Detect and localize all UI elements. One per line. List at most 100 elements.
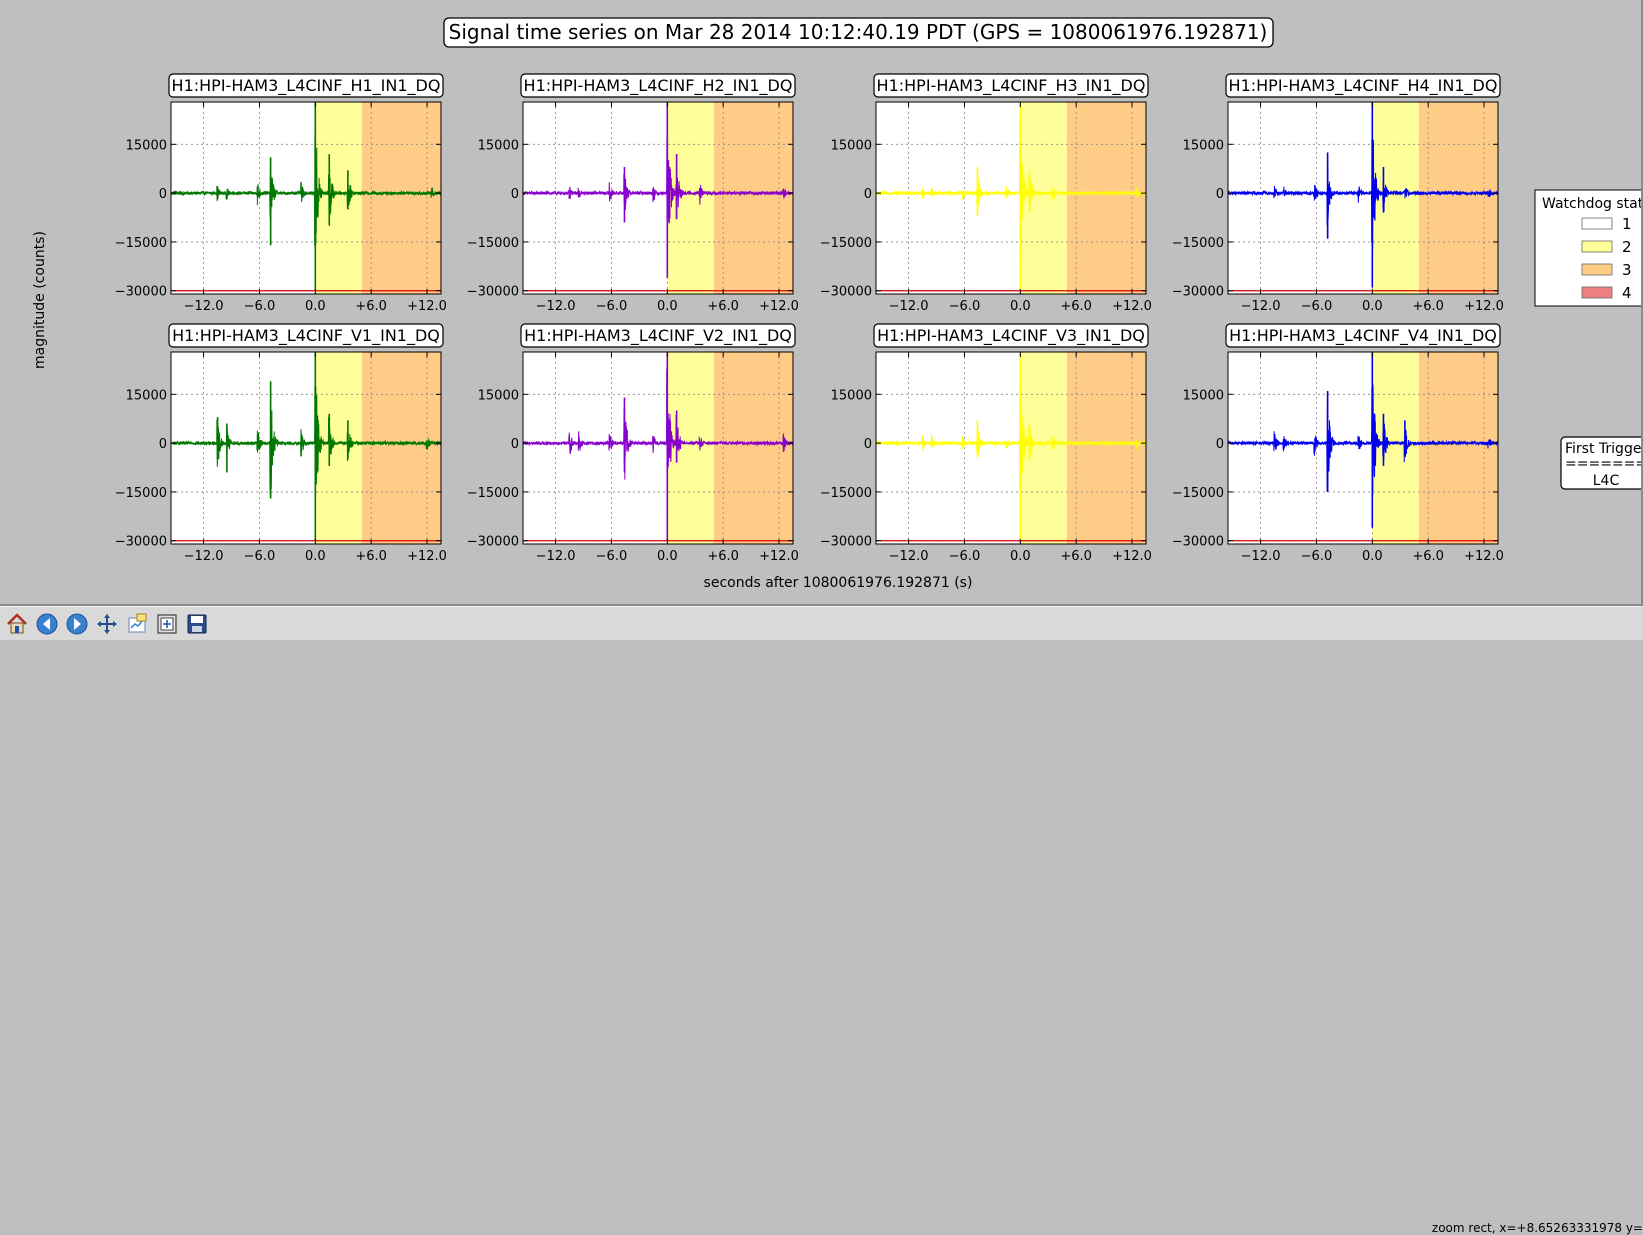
legend-entry-1: 1 bbox=[1581, 215, 1632, 233]
x-tick-label: +6.0 bbox=[1060, 549, 1092, 564]
first-trigger-box: First Trigger ======== L4C bbox=[1560, 436, 1641, 490]
x-tick-label: −12.0 bbox=[184, 299, 224, 314]
x-tick-label: 0.0 bbox=[1010, 299, 1031, 314]
subplot-4: −12.0 −6.0 0.0 +6.0 +12.0 15000 0 −15000 −30000 H… bbox=[1172, 73, 1504, 314]
y-tick-label: 0 bbox=[511, 187, 519, 202]
y-tick-label: −30000 bbox=[115, 535, 167, 550]
legend-label: 1 bbox=[1622, 215, 1632, 233]
x-tick-label: 0.0 bbox=[305, 299, 326, 314]
subplot-title: H1:HPI-HAM3_L4CINF_V3_IN1_DQ bbox=[873, 323, 1149, 348]
zoom-rect-button[interactable] bbox=[124, 611, 150, 637]
y-tick-label: −30000 bbox=[1172, 285, 1224, 300]
home-button[interactable] bbox=[4, 611, 30, 637]
status-message: zoom rect, x=+8.65263331978 y= bbox=[1431, 1221, 1643, 1235]
watchdog-legend: Watchdog state 1 2 3 4 bbox=[1534, 189, 1641, 307]
x-tick-label: 0.0 bbox=[305, 549, 326, 564]
y-tick-label: −15000 bbox=[467, 236, 519, 251]
legend-label: 3 bbox=[1622, 261, 1632, 279]
state-region-2 bbox=[667, 352, 714, 544]
signal-trace bbox=[170, 351, 442, 499]
y-tick-label: −30000 bbox=[1172, 535, 1224, 550]
state-region-2 bbox=[315, 352, 362, 544]
save-button[interactable] bbox=[184, 611, 210, 637]
signal-trace bbox=[1227, 351, 1499, 496]
x-tick-label: +12.0 bbox=[407, 549, 447, 564]
state-region-3 bbox=[1418, 102, 1498, 294]
y-tick-label: −30000 bbox=[115, 285, 167, 300]
figure-title-text: Signal time series on Mar 28 2014 10:12:… bbox=[449, 20, 1268, 44]
state-region-2 bbox=[1372, 352, 1419, 544]
x-tick-label: +12.0 bbox=[759, 549, 799, 564]
state-region-2 bbox=[667, 102, 714, 294]
x-tick-label: −6.0 bbox=[1301, 549, 1333, 564]
y-tick-label: −15000 bbox=[820, 486, 872, 501]
forward-arrow-icon bbox=[66, 613, 88, 634]
subplot-title-text: H1:HPI-HAM3_L4CINF_V3_IN1_DQ bbox=[877, 326, 1145, 346]
y-tick-label: 15000 bbox=[831, 138, 872, 153]
x-tick-label: +6.0 bbox=[1412, 549, 1444, 564]
subplot-title: H1:HPI-HAM3_L4CINF_V1_IN1_DQ bbox=[168, 323, 444, 348]
figure-svg: Signal time series on Mar 28 2014 10:12:… bbox=[32, 17, 1641, 591]
subplot-8: −12.0 −6.0 0.0 +6.0 +12.0 15000 0 −15000 −30000 H… bbox=[1172, 323, 1504, 564]
back-arrow-icon bbox=[36, 613, 58, 634]
x-axis-label: seconds after 1080061976.192871 (s) bbox=[704, 575, 973, 591]
x-tick-label: 0.0 bbox=[657, 549, 678, 564]
y-tick-label: −15000 bbox=[467, 486, 519, 501]
first-trigger-separator: ======== bbox=[1565, 456, 1641, 472]
pan-button[interactable] bbox=[94, 611, 120, 637]
y-tick-label: −15000 bbox=[820, 236, 872, 251]
axes-frame bbox=[522, 101, 794, 295]
state-region-3 bbox=[713, 352, 793, 544]
state-region-3 bbox=[713, 102, 793, 294]
floppy-disk-icon bbox=[187, 614, 207, 633]
axes-frame bbox=[170, 351, 442, 545]
x-tick-label: +12.0 bbox=[1464, 299, 1504, 314]
x-tick-label: −6.0 bbox=[244, 549, 276, 564]
subplot-title-text: H1:HPI-HAM3_L4CINF_H1_IN1_DQ bbox=[172, 76, 441, 96]
x-tick-label: −12.0 bbox=[536, 549, 576, 564]
subplot-7: −12.0 −6.0 0.0 +6.0 +12.0 15000 0 −15000 −30000 H… bbox=[820, 323, 1152, 564]
x-tick-label: −12.0 bbox=[1241, 549, 1281, 564]
subplot-3: −12.0 −6.0 0.0 +6.0 +12.0 15000 0 −15000 −30000 H… bbox=[820, 73, 1152, 314]
x-tick-label: +6.0 bbox=[707, 299, 739, 314]
y-tick-label: −30000 bbox=[820, 535, 872, 550]
subplot-1: −12.0 −6.0 0.0 +6.0 +12.0 15000 0 −15000 −30000 H… bbox=[115, 73, 447, 314]
y-tick-label: 15000 bbox=[1183, 388, 1224, 403]
y-tick-label: −15000 bbox=[1172, 236, 1224, 251]
x-tick-label: −6.0 bbox=[1301, 299, 1333, 314]
x-tick-label: −12.0 bbox=[889, 549, 929, 564]
y-tick-label: 0 bbox=[864, 187, 872, 202]
x-tick-label: −12.0 bbox=[536, 299, 576, 314]
navigation-toolbar: zoom rect, x=+8.65263331978 y= bbox=[0, 606, 1643, 1235]
state-region-3 bbox=[1418, 352, 1498, 544]
home-icon bbox=[7, 612, 27, 633]
x-tick-label: +12.0 bbox=[1112, 549, 1152, 564]
axes-frame bbox=[875, 351, 1147, 545]
state-region-3 bbox=[1066, 352, 1146, 544]
subplot-title: H1:HPI-HAM3_L4CINF_V2_IN1_DQ bbox=[520, 323, 796, 348]
axes-frame bbox=[522, 351, 794, 545]
axes-frame bbox=[875, 101, 1147, 295]
subplot-title: H1:HPI-HAM3_L4CINF_H3_IN1_DQ bbox=[873, 73, 1149, 98]
figure-title: Signal time series on Mar 28 2014 10:12:… bbox=[443, 17, 1274, 48]
back-button[interactable] bbox=[34, 611, 60, 637]
signal-trace bbox=[875, 351, 1147, 490]
subplots-button[interactable] bbox=[154, 611, 180, 637]
figure-canvas: Signal time series on Mar 28 2014 10:12:… bbox=[0, 0, 1643, 606]
legend-swatch bbox=[1581, 263, 1613, 276]
y-tick-label: 15000 bbox=[478, 388, 519, 403]
state-region-2 bbox=[1020, 102, 1067, 294]
subplot-title-text: H1:HPI-HAM3_L4CINF_H2_IN1_DQ bbox=[524, 76, 793, 96]
y-axis-label: magnitude (counts) bbox=[32, 231, 48, 369]
y-tick-label: 0 bbox=[511, 437, 519, 452]
y-tick-label: −15000 bbox=[115, 236, 167, 251]
state-region-3 bbox=[361, 102, 441, 294]
x-tick-label: 0.0 bbox=[657, 299, 678, 314]
y-tick-label: 0 bbox=[1216, 437, 1224, 452]
legend-swatch bbox=[1581, 286, 1613, 299]
axes-frame bbox=[170, 101, 442, 295]
x-tick-label: −6.0 bbox=[596, 299, 628, 314]
subplot-title-text: H1:HPI-HAM3_L4CINF_H3_IN1_DQ bbox=[877, 76, 1146, 96]
legend-swatch bbox=[1581, 240, 1613, 253]
forward-button[interactable] bbox=[64, 611, 90, 637]
